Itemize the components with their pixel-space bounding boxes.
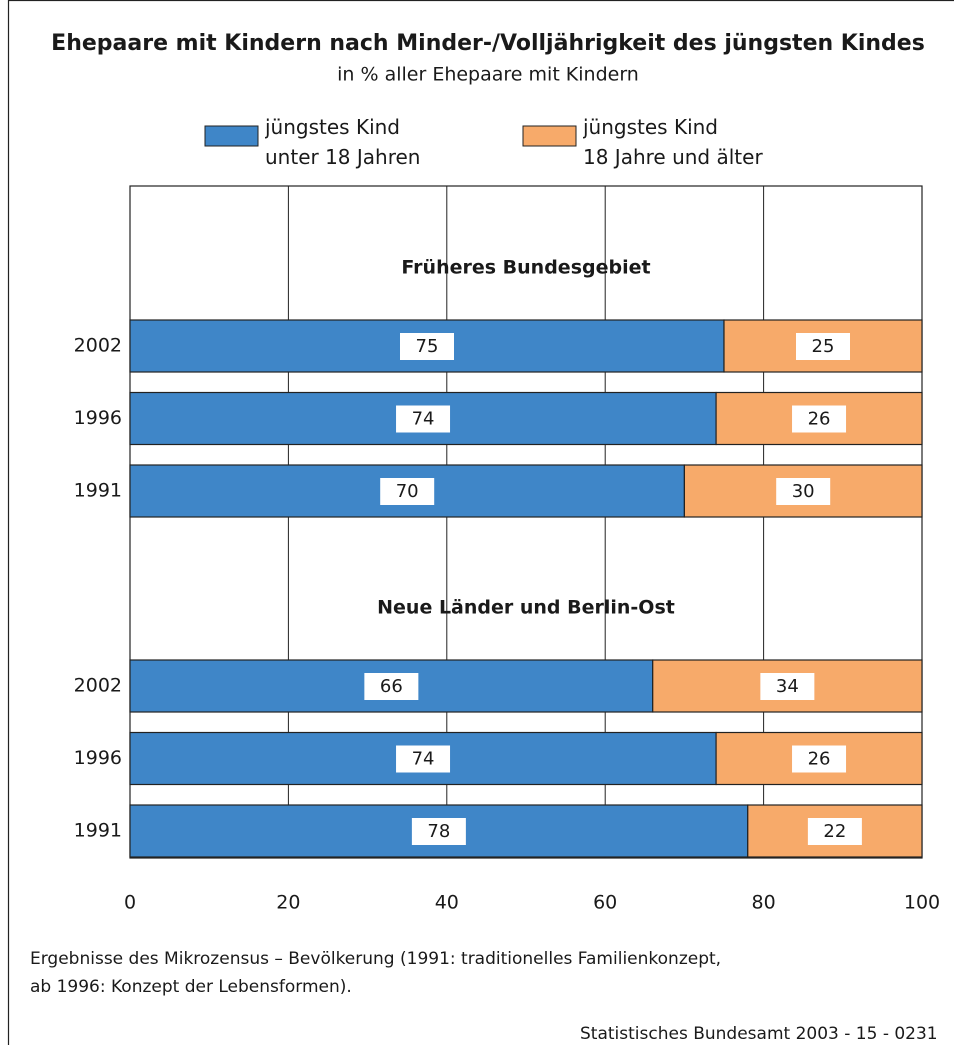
y-tick-label: 1991 [74, 480, 122, 502]
value-label-box [364, 673, 419, 700]
value-label-box [396, 405, 451, 433]
chart-subtitle: in % aller Ehepaare mit Kindern [337, 64, 639, 86]
y-tick-label: 1996 [74, 747, 122, 769]
x-tick-label: 60 [593, 892, 617, 914]
value-label-box [411, 818, 466, 845]
group-title: Neue Länder und Berlin-Ost [377, 597, 675, 619]
value-label: 30 [792, 481, 815, 502]
value-label-box [380, 478, 435, 505]
x-tick-label: 20 [276, 892, 300, 914]
value-label: 22 [823, 821, 846, 842]
value-label: 66 [380, 676, 403, 697]
x-tick-label: 40 [435, 892, 459, 914]
group-title: Früheres Bundesgebiet [401, 257, 650, 279]
value-label: 34 [776, 676, 799, 697]
legend-entry: jüngstes Kind 18 Jahre und älter [583, 115, 763, 169]
value-label-box [400, 333, 454, 360]
footnote-box: Ergebnisse des Mikrozensus – Bevölkerung… [30, 949, 722, 997]
value-label: 74 [412, 749, 435, 770]
legend-entry: jüngstes Kind unter 18 Jahren [265, 115, 421, 169]
x-tick-label: 80 [752, 892, 776, 914]
value-label-box [807, 818, 862, 845]
y-tick-label: 2002 [74, 675, 122, 697]
chart-title: Ehepaare mit Kindern nach Minder-/Volljä… [51, 31, 925, 56]
y-tick-label: 1991 [74, 820, 122, 842]
value-label: 26 [808, 409, 831, 430]
value-label-box [396, 745, 451, 773]
value-label: 70 [396, 481, 419, 502]
legend-swatch [204, 125, 259, 147]
footnote: Ergebnisse des Mikrozensus – Bevölkerung… [30, 949, 722, 997]
x-tick-label: 0 [124, 892, 136, 914]
legend-label: jüngstes Kind unter 18 Jahren [265, 115, 421, 169]
legend-swatch [522, 125, 577, 147]
value-label-box [796, 333, 850, 360]
value-label: 74 [412, 409, 435, 430]
y-tick-label: 2002 [74, 335, 122, 357]
value-label-box [760, 673, 815, 700]
value-label: 75 [416, 336, 439, 357]
x-tick-label: 100 [904, 892, 940, 914]
source: Statistisches Bundesamt 2003 - 15 - 0231 [580, 1024, 938, 1044]
frame [7, 0, 954, 1045]
legend-label: jüngstes Kind 18 Jahre und älter [583, 115, 763, 169]
value-label: 78 [427, 821, 450, 842]
value-label: 25 [812, 336, 835, 357]
y-tick-label: 1996 [74, 407, 122, 429]
value-label-box [776, 478, 831, 505]
value-label-box [792, 745, 847, 773]
value-label: 26 [808, 749, 831, 770]
value-label-box [792, 405, 847, 433]
